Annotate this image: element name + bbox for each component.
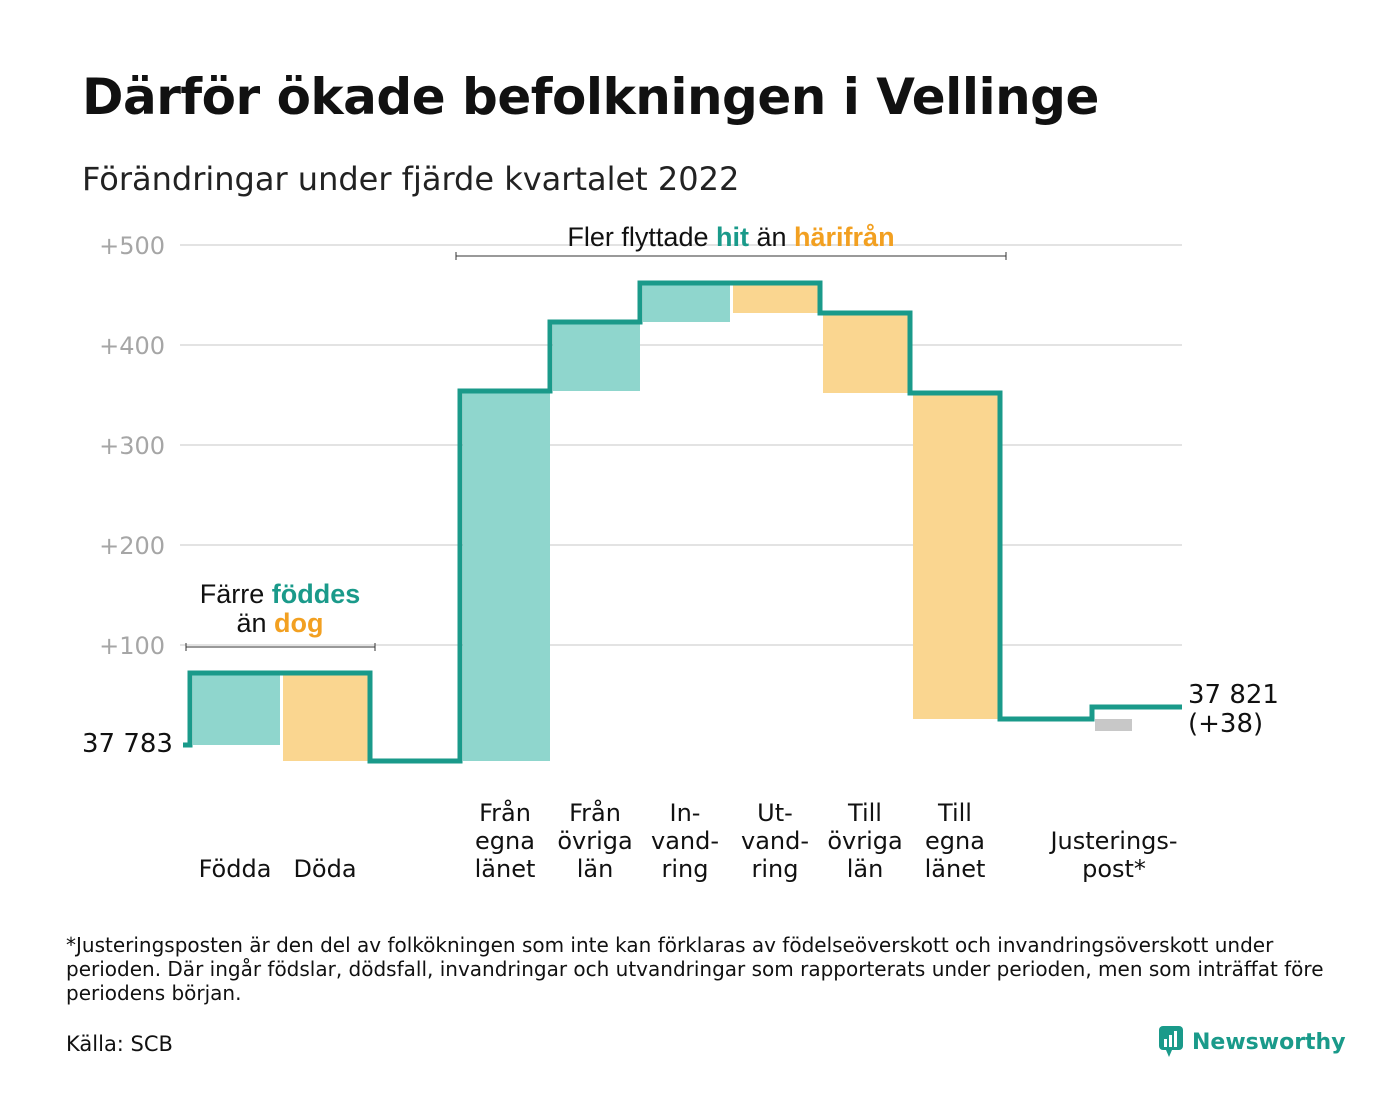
svg-text:än dog: än dog	[236, 608, 323, 638]
running-total	[183, 280, 1182, 764]
category-label-fran_egna_lanet: Från	[479, 798, 531, 827]
migration-annotation-prefix: Fler flyttade	[567, 222, 716, 252]
category-label-till_ovriga_lan: Till	[847, 799, 882, 827]
category-label-till_ovriga_lan: län	[847, 855, 884, 883]
end-change-label: (+38)	[1188, 709, 1263, 739]
category-label-fodda: Födda	[199, 855, 272, 883]
gridlines	[180, 244, 1182, 646]
category-label-till_egna_lanet: Till	[937, 799, 972, 827]
chart-title: Därför ökade befolkningen i Vellinge	[82, 68, 1099, 126]
category-label-invandring: ring	[662, 855, 709, 883]
category-label-justeringspost: post*	[1082, 855, 1146, 883]
y-tick-label: +300	[99, 432, 165, 460]
category-label-fran_ovriga_lan: övriga	[557, 827, 632, 855]
category-label-till_egna_lanet: länet	[925, 855, 986, 883]
y-tick-label: +500	[99, 232, 165, 260]
running-total-line	[183, 280, 1182, 764]
start-value-label: 37 783	[82, 729, 173, 759]
newsworthy-brand[interactable]: Newsworthy	[1158, 1024, 1346, 1060]
bar-doda	[283, 673, 370, 761]
svg-text:Fler flyttade hit än härifrån: Fler flyttade hit än härifrån	[567, 222, 894, 252]
category-label-utvandring: vand-	[741, 827, 809, 855]
bar-fran_ovriga_lan	[553, 322, 640, 391]
births-annotation-hit: föddes	[272, 579, 361, 609]
bar-invandring	[643, 283, 730, 322]
bars	[193, 283, 1132, 761]
category-label-utvandring: ring	[752, 855, 799, 883]
migration-annotation-out: härifrån	[794, 222, 895, 252]
births-annotation-prefix: Färre	[200, 579, 272, 609]
source-label: Källa: SCB	[66, 1032, 173, 1056]
end-value-label: 37 821	[1188, 680, 1279, 710]
births-annotation: Färre föddes än dog	[185, 579, 376, 651]
category-label-fran_ovriga_lan: län	[577, 855, 614, 883]
category-label-justeringspost: Justerings-	[1048, 827, 1177, 855]
category-label-till_ovriga_lan: övriga	[827, 827, 902, 855]
category-label-fran_egna_lanet: egna	[475, 827, 535, 855]
category-labels: Födda DödaFrånegnalänetFrånövrigalänIn-va…	[199, 798, 1178, 883]
svg-text:Färre föddes: Färre föddes	[200, 579, 361, 609]
footnote: *Justeringsposten är den del av folkökni…	[66, 933, 1324, 1005]
migration-annotation: Fler flyttade hit än härifrån	[455, 222, 1007, 260]
bar-utvandring	[733, 283, 820, 313]
category-label-invandring: vand-	[651, 827, 719, 855]
waterfall-chart: +100+200+300+400+500 Födda DödaFrånegnalä…	[82, 222, 1279, 883]
bar-fodda	[193, 673, 280, 745]
bar-fran_egna_lanet	[463, 391, 550, 761]
y-tick-label: +100	[99, 632, 165, 660]
category-label-fran_ovriga_lan: Från	[569, 798, 621, 827]
y-tick-label: +200	[99, 532, 165, 560]
births-annotation-out: dog	[274, 608, 323, 638]
bar-justeringspost	[1095, 719, 1132, 731]
newsworthy-logo-icon	[1159, 1026, 1183, 1057]
category-label-till_egna_lanet: egna	[925, 827, 985, 855]
migration-annotation-mid: än	[749, 222, 794, 252]
y-tick-label: +400	[99, 332, 165, 360]
category-label-utvandring: Ut-	[757, 799, 793, 827]
bar-till_ovriga_lan	[823, 313, 910, 393]
category-label-fran_egna_lanet: länet	[475, 855, 536, 883]
newsworthy-brand-name: Newsworthy	[1192, 1029, 1346, 1055]
bar-till_egna_lanet	[913, 393, 1000, 719]
births-annotation-prefix2: än	[236, 608, 274, 638]
y-axis-ticks: +100 +200 +300 +400 +500	[99, 232, 165, 660]
migration-annotation-hit: hit	[716, 222, 749, 252]
chart-subtitle: Förändringar under fjärde kvartalet 2022	[82, 160, 740, 198]
category-label-invandring: In-	[670, 799, 701, 827]
category-label-doda: Döda	[293, 855, 356, 883]
